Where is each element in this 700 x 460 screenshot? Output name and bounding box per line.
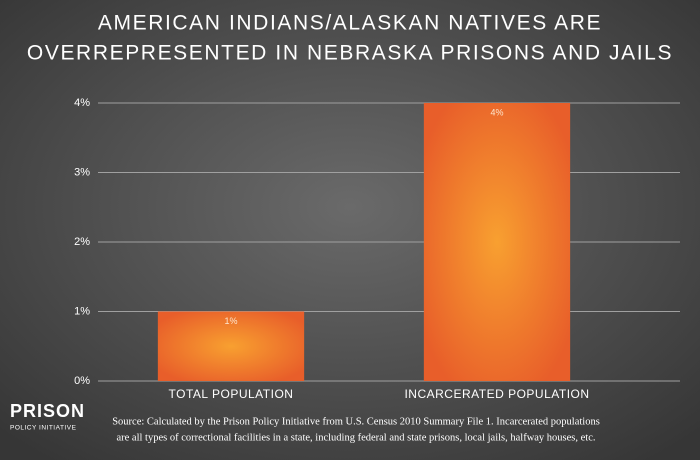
source-note: Source: Calculated by the Prison Policy … xyxy=(112,416,600,427)
value-label: 4% xyxy=(490,107,503,117)
source-note: are all types of correctional facilities… xyxy=(116,432,595,443)
y-tick-label: 3% xyxy=(74,166,90,178)
y-tick-label: 4% xyxy=(74,97,90,109)
value-label: 1% xyxy=(224,316,237,326)
y-tick-label: 2% xyxy=(74,236,90,248)
bar xyxy=(157,311,305,381)
bar xyxy=(423,103,571,381)
chart-title: OVERREPRESENTED IN NEBRASKA PRISONS AND … xyxy=(27,42,673,65)
logo: POLICY INITIATIVE xyxy=(10,425,77,432)
chart-title: AMERICAN INDIANS/ALASKAN NATIVES ARE xyxy=(98,12,602,35)
x-tick-label: INCARCERATED POPULATION xyxy=(404,387,589,401)
y-tick-label: 1% xyxy=(74,305,90,317)
logo: PRISON xyxy=(10,401,85,421)
y-tick-label: 0% xyxy=(74,375,90,387)
x-tick-label: TOTAL POPULATION xyxy=(169,387,294,401)
